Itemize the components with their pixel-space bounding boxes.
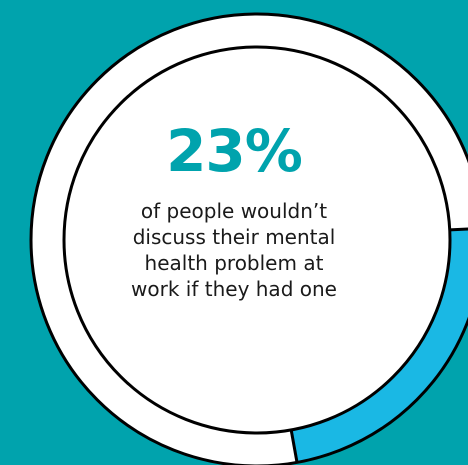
donut-slice-edge-start [449,227,468,232]
donut-outer-outline [29,12,468,465]
caption-text: of people wouldn’t discuss their mental … [131,199,337,301]
donut-slice-edge-end [289,429,299,463]
center-text-block: 23% of people wouldn’t discuss their men… [84,118,384,302]
donut-inner-circle [62,45,452,435]
headline-percentage: 23% [166,117,303,185]
